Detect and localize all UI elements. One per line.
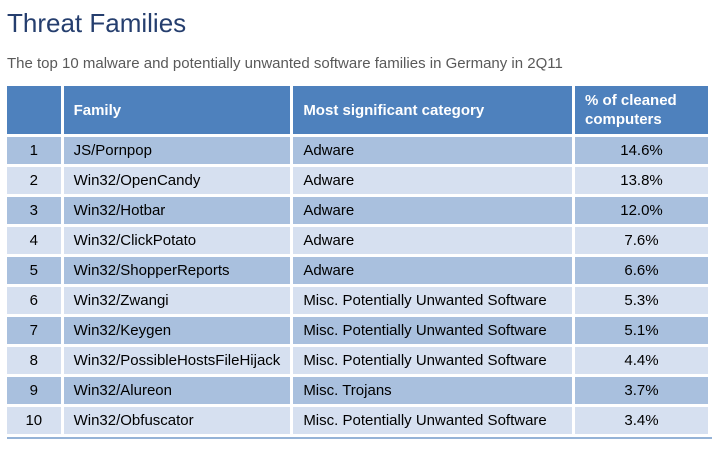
- cell-rank: 10: [7, 407, 61, 434]
- header-cell-rank: [7, 86, 61, 134]
- cell-family: Win32/OpenCandy: [63, 167, 291, 194]
- threat-families-table: Family Most significant category % of cl…: [4, 83, 711, 437]
- cell-category: Adware: [293, 167, 573, 194]
- cell-percent: 13.8%: [575, 167, 708, 194]
- cell-family: Win32/ClickPotato: [63, 227, 291, 254]
- header-cell-percent: % of cleaned computers: [575, 86, 708, 134]
- cell-rank: 8: [7, 347, 61, 374]
- table-header: Family Most significant category % of cl…: [7, 86, 708, 134]
- cell-percent: 5.1%: [575, 317, 708, 344]
- cell-family: Win32/Keygen: [63, 317, 291, 344]
- table-row: 5 Win32/ShopperReports Adware 6.6%: [7, 257, 708, 284]
- cell-rank: 7: [7, 317, 61, 344]
- cell-rank: 1: [7, 137, 61, 164]
- cell-percent: 12.0%: [575, 197, 708, 224]
- cell-percent: 3.4%: [575, 407, 708, 434]
- table-row: 7 Win32/Keygen Misc. Potentially Unwanted …: [7, 317, 708, 344]
- table-row: 8 Win32/PossibleHostsFileHijack Misc. Pote…: [7, 347, 708, 374]
- cell-rank: 6: [7, 287, 61, 314]
- table-bottom-border: [7, 437, 712, 439]
- table-row: 2 Win32/OpenCandy Adware 13.8%: [7, 167, 708, 194]
- cell-category: Adware: [293, 197, 573, 224]
- cell-family: Win32/Obfuscator: [63, 407, 291, 434]
- cell-percent: 3.7%: [575, 377, 708, 404]
- cell-category: Misc. Potentially Unwanted Software: [293, 347, 573, 374]
- cell-rank: 2: [7, 167, 61, 194]
- cell-rank: 4: [7, 227, 61, 254]
- cell-category: Misc. Potentially Unwanted Software: [293, 287, 573, 314]
- page-subtitle: The top 10 malware and potentially unwan…: [7, 55, 563, 72]
- header-cell-family: Family: [63, 86, 291, 134]
- cell-family: Win32/Zwangi: [63, 287, 291, 314]
- table-row: 10 Win32/Obfuscator Misc. Potentially Unwa…: [7, 407, 708, 434]
- cell-rank: 9: [7, 377, 61, 404]
- page-title: Threat Families: [7, 8, 187, 38]
- cell-percent: 14.6%: [575, 137, 708, 164]
- cell-family: JS/Pornpop: [63, 137, 291, 164]
- table-body: 1 JS/Pornpop Adware 14.6% 2 Win32/OpenCandy Ad…: [7, 137, 708, 434]
- cell-percent: 4.4%: [575, 347, 708, 374]
- cell-category: Adware: [293, 227, 573, 254]
- table-row: 3 Win32/Hotbar Adware 12.0%: [7, 197, 708, 224]
- table-row: 6 Win32/Zwangi Misc. Potentially Unwanted …: [7, 287, 708, 314]
- cell-percent: 6.6%: [575, 257, 708, 284]
- cell-family: Win32/PossibleHostsFileHijack: [63, 347, 291, 374]
- cell-category: Misc. Potentially Unwanted Software: [293, 317, 573, 344]
- cell-percent: 5.3%: [575, 287, 708, 314]
- header-cell-category: Most significant category: [293, 86, 573, 134]
- table-row: 4 Win32/ClickPotato Adware 7.6%: [7, 227, 708, 254]
- cell-rank: 3: [7, 197, 61, 224]
- cell-category: Adware: [293, 137, 573, 164]
- cell-category: Misc. Trojans: [293, 377, 573, 404]
- table-row: 9 Win32/Alureon Misc. Trojans 3.7%: [7, 377, 708, 404]
- cell-family: Win32/Hotbar: [63, 197, 291, 224]
- cell-category: Adware: [293, 257, 573, 284]
- cell-rank: 5: [7, 257, 61, 284]
- cell-family: Win32/Alureon: [63, 377, 291, 404]
- cell-category: Misc. Potentially Unwanted Software: [293, 407, 573, 434]
- cell-percent: 7.6%: [575, 227, 708, 254]
- cell-family: Win32/ShopperReports: [63, 257, 291, 284]
- table-row: 1 JS/Pornpop Adware 14.6%: [7, 137, 708, 164]
- table-header-row: Family Most significant category % of cl…: [7, 86, 708, 134]
